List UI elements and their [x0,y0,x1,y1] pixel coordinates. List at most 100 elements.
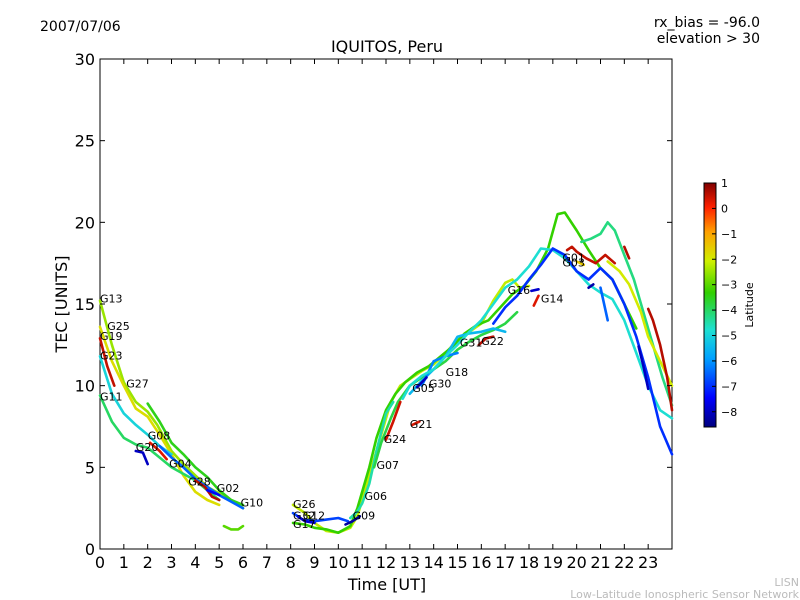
x-tick-label: 2 [143,553,153,572]
x-tick-label: 3 [166,553,176,572]
satellite-label-g32: G32 [293,510,316,523]
satellite-label-g09: G09 [353,510,376,523]
colorbar-tick-label: −3 [721,279,737,292]
tec-trace-25 [401,247,674,420]
tec-trace-30 [565,245,617,265]
x-tick-label: 6 [238,553,248,572]
satellite-label-g03: G03 [562,256,585,269]
satellite-label-g19: G19 [100,330,123,343]
x-tick-label: 4 [190,553,200,572]
tec-trace-36 [646,307,674,412]
x-tick-label: 23 [638,553,658,572]
satellite-label-g24: G24 [384,433,407,446]
colorbar-tick-label: −1 [721,228,737,241]
y-tick-label: 20 [75,213,95,232]
x-tick-label: 17 [495,553,515,572]
tec-trace-32 [587,283,595,289]
tec-trace-7 [158,444,245,510]
satellite-label-g11: G11 [100,390,123,403]
satellite-label-g28: G28 [188,475,211,488]
tec-trace-31 [575,260,586,267]
x-tick-label: 21 [590,553,610,572]
tec-trace-29 [530,288,540,293]
series-layer [98,211,674,534]
x-tick-label: 8 [286,553,296,572]
colorbar-ticks: 1 0 −1 −2 −3 −4 −5 −6 −7 −8 [712,177,737,419]
satellite-label-g16: G16 [508,284,531,297]
satellite-label-g20: G20 [136,441,159,454]
x-tick-label: 15 [447,553,467,572]
colorbar-tick-label: −2 [721,253,737,266]
colorbar-tick-label: −4 [721,304,737,317]
satellite-label-g26: G26 [293,498,316,511]
satellite-label-g02: G02 [217,482,240,495]
tec-trace-16 [296,515,316,525]
tec-trace-18 [349,400,395,520]
x-tick-label: 12 [376,553,396,572]
x-tick-label: 16 [471,553,491,572]
x-tick-label: 11 [352,553,372,572]
x-tick-label: 7 [262,553,272,572]
credit-network: Low-Latitude Ionospheric Sensor Network [570,588,799,600]
tec-trace-1 [98,299,245,510]
colorbar-tick-label: −8 [721,406,737,419]
satellite-label-g22: G22 [481,335,504,348]
y-tick-label: 5 [85,458,95,477]
chart-title: IQUITOS, Peru [331,37,443,56]
colorbar-tick-label: −7 [721,380,737,393]
satellite-label-g12: G12 [303,510,326,523]
satellite-label-g08: G08 [148,430,171,443]
tec-trace-35 [606,260,674,387]
tec-trace-19 [372,310,519,469]
tec-trace-37 [637,345,650,391]
satellite-label-g17: G17 [293,518,316,531]
colorbar-tick-label: 1 [721,177,728,190]
tec-trace-38 [599,286,609,322]
x-tick-label: 20 [566,553,586,572]
tec-trace-28 [532,294,540,307]
satellite-label-g27: G27 [126,377,149,390]
x-tick-label: 1 [119,553,129,572]
satellite-label-g25: G25 [107,320,130,333]
tec-trace-3 [98,337,116,387]
colorbar-tick-label: −6 [721,355,737,368]
satellite-label-g01: G01 [562,252,585,265]
elevation-label: elevation > 30 [657,31,760,47]
tec-trace-22 [415,376,428,389]
x-tick-label: 9 [309,553,319,572]
tec-trace-24 [384,400,402,441]
tec-trace-2 [98,325,221,507]
y-tick-label: 0 [85,540,95,559]
rx-bias-label: rx_bias = -96.0 [654,15,760,31]
satellite-label-g31: G31 [460,337,483,350]
tec-trace-6 [146,402,245,507]
colorbar-gradient [703,182,717,428]
y-tick-label: 10 [75,377,95,396]
satellite-label-g10: G10 [241,497,264,510]
y-tick-label: 15 [75,295,95,314]
latitude-colorbar: 1 0 −1 −2 −3 −4 −5 −6 −7 −8 Latitude [703,177,756,428]
satellite-label-g07: G07 [377,459,400,472]
x-tick-label: 5 [214,553,224,572]
satellite-label-g06: G06 [365,490,388,503]
satellite-label-g23: G23 [100,350,123,363]
tec-trace-17 [344,515,362,526]
credit-lisn: LISN [774,576,799,589]
x-tick-label: 18 [519,553,539,572]
x-axis: 0 1 2 3 4 5 6 7 8 9 10 11 12 13 14 15 16 17 18 19 20 21 22 23 [95,59,658,572]
x-tick-label: 22 [614,553,634,572]
colorbar-tick-label: −5 [721,330,737,343]
tec-trace-11 [206,488,221,497]
y-axis-label: TEC [UNITS] [52,256,71,354]
satellite-label-g18: G18 [446,366,469,379]
y-tick-label: 25 [75,132,95,151]
y-axis: 0 5 10 15 20 25 30 [75,50,672,559]
tec-trace-8 [134,449,149,466]
colorbar-tick-label: 0 [721,202,728,215]
x-tick-label: 0 [95,553,105,572]
tec-trace-12 [222,524,245,531]
x-axis-label: Time [UT] [347,575,426,594]
date-label: 2007/07/06 [40,19,121,35]
satellite-label-g13: G13 [100,292,123,305]
